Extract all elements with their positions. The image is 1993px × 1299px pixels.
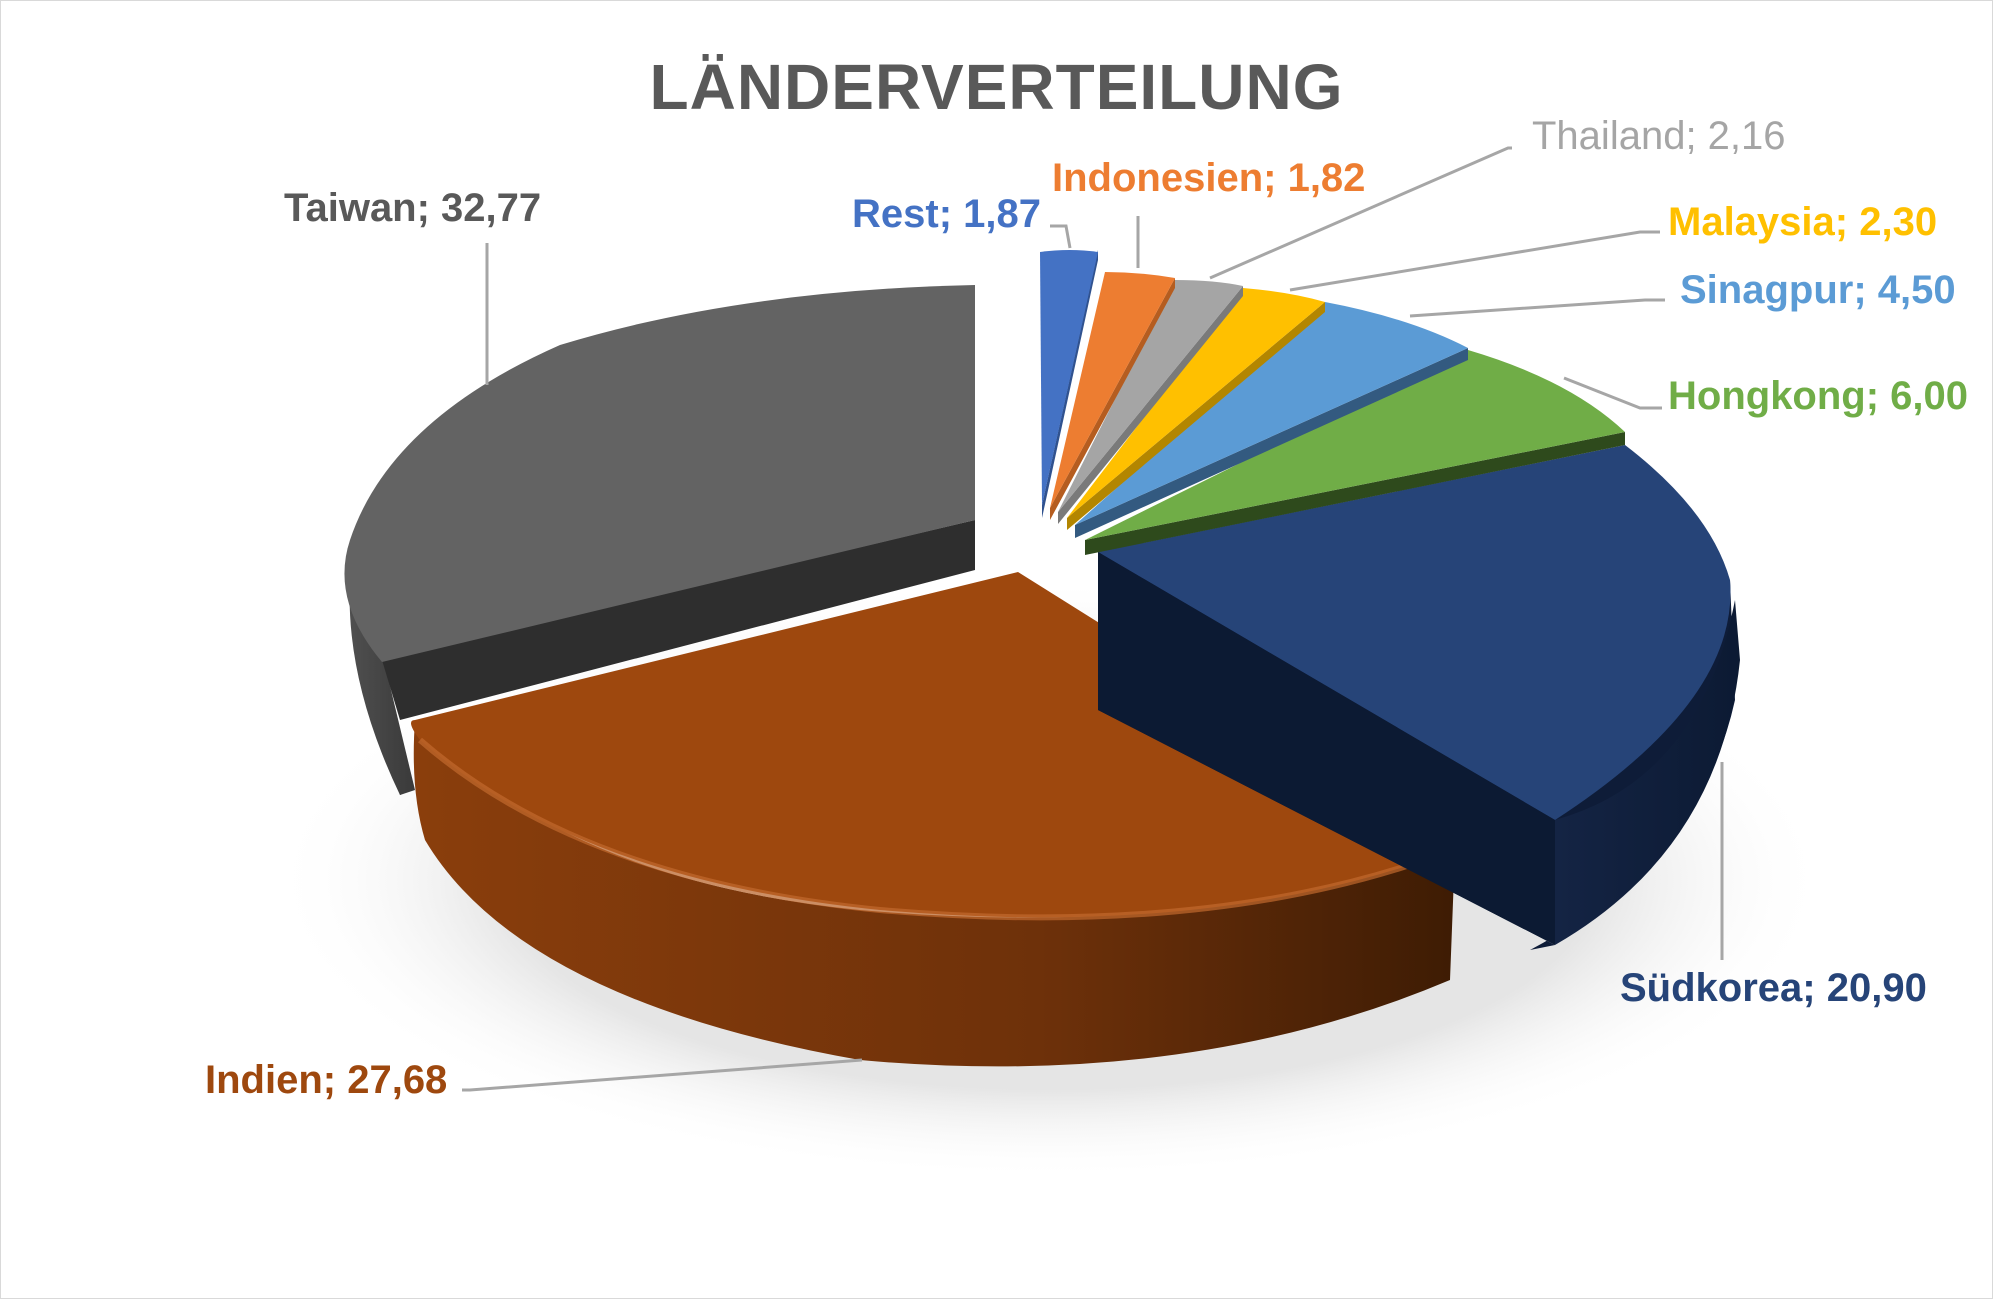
label-hongkong: Hongkong; 6,00 — [1668, 374, 1969, 418]
label-indien: Indien; 27,68 — [205, 1058, 448, 1102]
leader-indien — [462, 1058, 863, 1092]
leader-hongkong — [1563, 376, 1662, 410]
slice-suedkorea[interactable] — [1098, 445, 1740, 950]
slice-hongkong[interactable] — [1085, 350, 1625, 555]
label-indonesien: Indonesien; 1,82 — [1052, 156, 1366, 200]
chart-title: LÄNDERVERTEILUNG — [649, 51, 1344, 123]
slice-rest[interactable] — [1040, 250, 1098, 518]
slice-malaysia[interactable] — [1067, 288, 1325, 530]
label-malaysia: Malaysia; 2,30 — [1668, 200, 1938, 244]
leader-malaysia — [1289, 230, 1660, 292]
leader-thailand — [1209, 146, 1512, 280]
slice-taiwan[interactable] — [344, 285, 975, 795]
label-suedkorea: Südkorea; 20,90 — [1620, 966, 1927, 1010]
slice-indonesien[interactable] — [1050, 272, 1175, 520]
slice-indien[interactable] — [411, 572, 1460, 1067]
slice-sinagpur[interactable] — [1075, 302, 1468, 538]
leader-rest — [1050, 224, 1072, 249]
leader-lines — [462, 146, 1724, 1092]
slice-thailand[interactable] — [1058, 280, 1243, 524]
label-rest: Rest; 1,87 — [852, 192, 1041, 236]
label-thailand: Thailand; 2,16 — [1532, 114, 1786, 158]
leader-sinagpur — [1409, 298, 1665, 318]
label-sinagpur: Sinagpur; 4,50 — [1680, 268, 1956, 312]
label-taiwan: Taiwan; 32,77 — [284, 186, 542, 230]
